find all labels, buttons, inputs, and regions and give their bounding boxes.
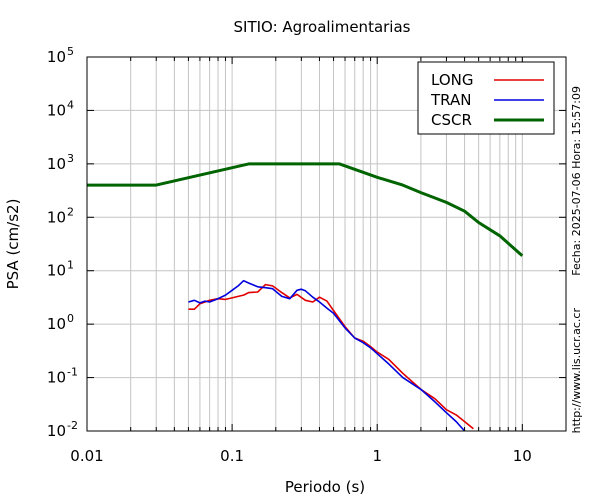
axis-ticks <box>86 56 567 432</box>
y-tick-label-exponent: 2 <box>67 205 74 218</box>
y-tick-label-exponent: -2 <box>67 419 78 432</box>
x-axis-label: Periodo (s) <box>285 478 365 496</box>
legend-label-long: LONG <box>431 71 473 89</box>
y-tick-label-exponent: 1 <box>67 259 74 272</box>
legend-box <box>417 61 555 135</box>
y-tick-label: 10 <box>47 155 66 173</box>
x-tick-labels: 0.01 0.1 1 10 <box>70 447 532 465</box>
y-tick-label-exponent: 5 <box>67 45 74 58</box>
y-tick-label-exponent: 0 <box>67 312 74 325</box>
website-text: http://www.lis.ucr.ac.cr <box>570 308 583 434</box>
y-tick-label: 10 <box>47 315 66 333</box>
chart-title: SITIO: Agroalimentarias <box>234 18 411 36</box>
y-axis-label: PSA (cm/s2) <box>4 199 22 290</box>
series-line-tran <box>188 279 466 432</box>
y-tick-label: 10 <box>47 101 66 119</box>
y-tick-label: 10 <box>47 262 66 280</box>
timestamp-text: Fecha: 2025-07-06 Hora: 15:57:09 <box>570 86 583 276</box>
y-tick-label: 10 <box>47 369 66 387</box>
y-tick-label: 10 <box>47 208 66 226</box>
x-tick-label: 0.1 <box>220 447 244 465</box>
legend: LONG TRAN CSCR <box>417 61 555 135</box>
x-tick-label: 10 <box>513 447 532 465</box>
legend-label-cscr: CSCR <box>431 111 472 129</box>
x-tick-label: 0.01 <box>70 447 103 465</box>
grid-lines <box>86 56 567 432</box>
y-tick-label-exponent: -1 <box>67 366 78 379</box>
y-tick-label-exponent: 4 <box>67 98 74 111</box>
x-tick-label: 1 <box>372 447 382 465</box>
series-lines <box>87 162 524 432</box>
plot-frame <box>86 56 567 432</box>
y-tick-label: 10 <box>47 48 66 66</box>
series-line-long <box>188 283 474 430</box>
y-tick-label-exponent: 3 <box>67 152 74 165</box>
y-tick-label: 10 <box>47 422 66 440</box>
series-line-cscr <box>87 162 524 257</box>
legend-label-tran: TRAN <box>430 91 471 109</box>
